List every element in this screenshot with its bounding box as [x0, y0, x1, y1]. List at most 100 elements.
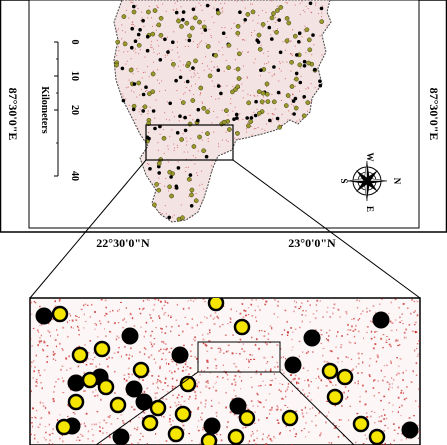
speckle — [397, 433, 399, 435]
speckle — [354, 342, 356, 344]
speckle — [322, 354, 324, 357]
speckle — [271, 75, 273, 77]
sample-point-ring — [233, 318, 251, 336]
sample-point — [192, 15, 198, 21]
speckle — [321, 12, 323, 14]
sample-point-ring — [200, 432, 218, 445]
sample-point — [174, 186, 179, 190]
speckle — [358, 357, 360, 360]
speckle — [298, 119, 300, 121]
speckle — [414, 310, 416, 312]
speckle — [305, 310, 307, 312]
speckle — [246, 131, 247, 133]
speckle — [291, 53, 293, 55]
speckle — [100, 298, 103, 301]
sample-point — [221, 31, 226, 35]
speckle — [148, 76, 150, 78]
sample-point — [145, 48, 150, 53]
speckle — [159, 212, 161, 214]
sample-point — [178, 75, 183, 80]
speckle — [40, 381, 42, 384]
speckle — [341, 361, 343, 363]
speckle — [243, 350, 246, 353]
speckle — [217, 317, 220, 320]
speckle — [323, 360, 326, 363]
speckle — [411, 298, 413, 301]
sample-point — [152, 202, 157, 208]
speckle — [270, 368, 272, 370]
speckle — [79, 433, 82, 435]
speckle — [234, 381, 237, 384]
speckle — [154, 392, 156, 395]
speckle — [42, 402, 44, 404]
speckle — [301, 320, 303, 323]
speckle — [161, 331, 163, 333]
sample-point — [264, 81, 270, 87]
sample-point — [235, 84, 241, 90]
sample-point — [122, 41, 128, 47]
speckle — [282, 41, 284, 43]
speckle — [173, 187, 175, 189]
speckle — [287, 406, 289, 408]
speckle — [188, 307, 190, 310]
speckle — [387, 427, 389, 429]
speckle — [225, 60, 227, 61]
speckle — [85, 363, 88, 366]
speckle — [255, 128, 257, 129]
sample-point — [186, 60, 192, 66]
speckle — [145, 321, 148, 324]
speckle — [373, 336, 376, 338]
speckle — [105, 306, 107, 309]
speckle — [165, 213, 167, 215]
speckle — [125, 98, 127, 100]
speckle — [398, 372, 401, 375]
speckle — [179, 404, 182, 406]
speckle — [382, 347, 384, 349]
speckle — [192, 119, 194, 121]
speckle — [32, 407, 34, 409]
speckle — [206, 367, 209, 369]
speckle — [295, 74, 297, 76]
speckle — [277, 28, 278, 30]
speckle — [251, 354, 253, 357]
speckle — [357, 352, 360, 355]
speckle — [292, 29, 293, 31]
speckle — [326, 400, 329, 402]
sample-point — [268, 118, 272, 123]
speckle — [123, 374, 126, 376]
speckle — [344, 386, 347, 388]
sample-point — [259, 68, 263, 72]
sample-point — [205, 3, 210, 8]
speckle — [290, 327, 292, 329]
speckle — [177, 17, 179, 19]
speckle — [153, 358, 155, 360]
speckle — [171, 49, 173, 51]
speckle — [354, 328, 357, 331]
speckle — [283, 329, 286, 331]
speckle — [194, 298, 197, 300]
speckle — [96, 410, 99, 413]
speckle — [221, 47, 223, 49]
speckle — [374, 311, 376, 314]
speckle — [267, 21, 269, 22]
speckle — [197, 381, 200, 384]
speckle — [52, 400, 55, 403]
speckle — [359, 300, 361, 302]
speckle — [188, 433, 190, 435]
speckle — [167, 385, 169, 387]
speckle — [213, 323, 216, 325]
speckle — [123, 40, 125, 42]
speckle — [301, 409, 303, 412]
sample-point-filled — [125, 380, 143, 398]
speckle — [281, 383, 284, 385]
speckle — [271, 93, 273, 95]
speckle — [247, 51, 249, 53]
speckle — [182, 424, 185, 427]
speckle — [38, 331, 40, 333]
speckle — [30, 365, 32, 368]
speckle — [305, 422, 307, 424]
speckle — [264, 342, 267, 344]
speckle — [186, 323, 189, 325]
speckle — [95, 365, 97, 368]
speckle — [310, 101, 312, 103]
